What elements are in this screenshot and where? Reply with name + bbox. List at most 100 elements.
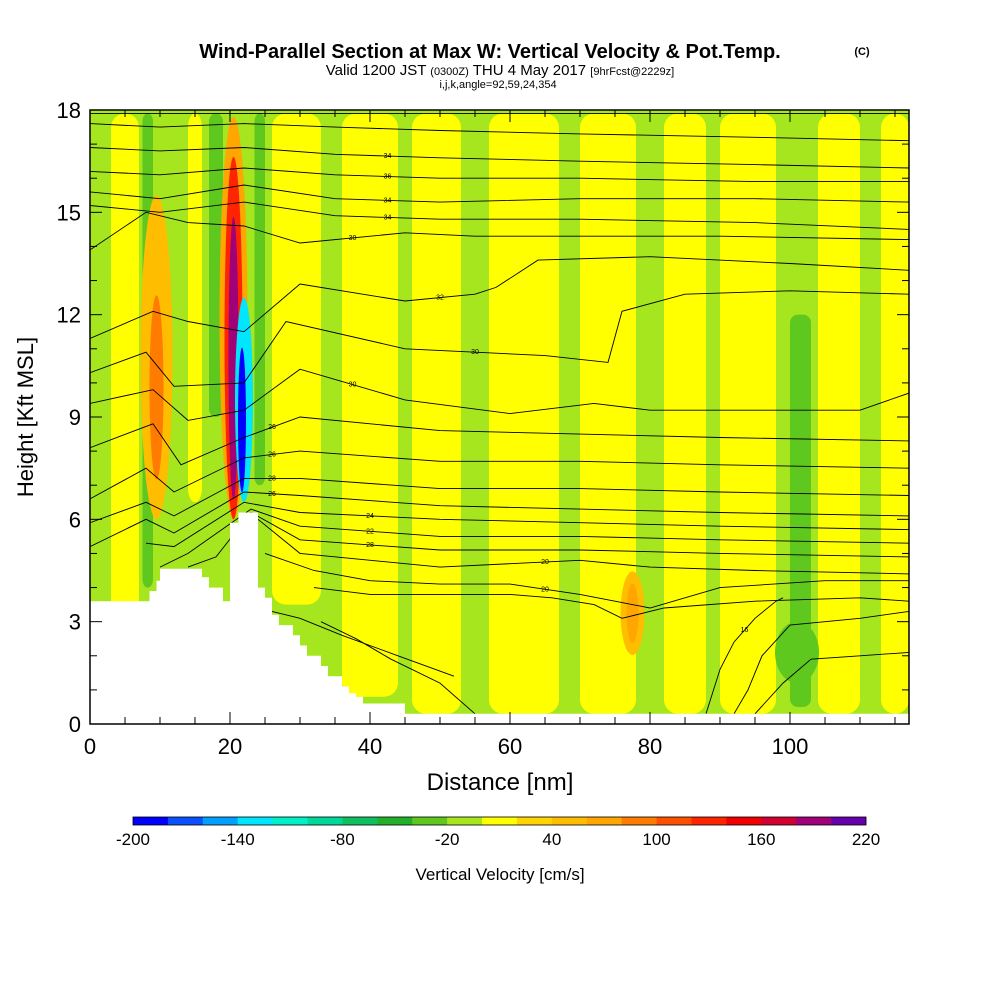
weak-updraft-band bbox=[580, 113, 636, 714]
weak-downdraft-band bbox=[790, 314, 811, 707]
contour-label: 26 bbox=[268, 424, 276, 431]
weak-downdraft-band bbox=[254, 113, 265, 486]
contour-label: 34 bbox=[384, 197, 392, 204]
contour-line bbox=[313, 587, 909, 619]
contour-label: 36 bbox=[384, 174, 392, 181]
colorbar-swatch bbox=[307, 817, 343, 825]
colorbar-swatch bbox=[342, 817, 378, 825]
downdraft-patch bbox=[775, 621, 819, 684]
valid-time-label: Valid 1200 JST bbox=[326, 62, 426, 79]
weak-updraft-band bbox=[720, 113, 776, 714]
terrain-mask bbox=[90, 512, 909, 724]
weak-updraft-band bbox=[881, 113, 909, 714]
contour-line bbox=[90, 256, 909, 339]
colorbar-swatch bbox=[133, 817, 169, 825]
colorbar: -200 -140 -80 -20 40 100 160 220 bbox=[116, 816, 880, 849]
colorbar-swatch bbox=[656, 817, 692, 825]
colorbar-swatch bbox=[516, 817, 553, 825]
contour-line bbox=[705, 597, 784, 714]
chart-subtitle: Valid 1200 JST (0300Z) THU 4 May 2017 [9… bbox=[326, 62, 674, 79]
contour-line bbox=[90, 123, 909, 142]
weak-updraft-band bbox=[412, 113, 461, 714]
colorbar-swatch bbox=[621, 817, 657, 825]
colorbar-swatch bbox=[167, 817, 204, 825]
contour-line bbox=[90, 477, 909, 524]
y-tick-label: 18 bbox=[57, 98, 81, 123]
colorbar-tick-label: -140 bbox=[221, 830, 255, 849]
y-tick-label: 15 bbox=[57, 200, 81, 225]
weak-updraft-band bbox=[111, 113, 139, 718]
colorbar-tick-label: 40 bbox=[542, 830, 561, 849]
contour-label: 32 bbox=[436, 295, 444, 302]
x-tick-label: 60 bbox=[498, 734, 522, 759]
contour-label: 22 bbox=[366, 528, 374, 535]
colorbar-tick-label: 160 bbox=[747, 830, 775, 849]
y-axis-title: Height [Kft MSL] bbox=[13, 337, 38, 497]
colorbar-swatch bbox=[551, 817, 588, 825]
contour-label: 26 bbox=[268, 491, 276, 498]
weak-updraft-band bbox=[188, 113, 202, 503]
x-tick-label: 40 bbox=[358, 734, 382, 759]
colorbar-tick-label: 100 bbox=[642, 830, 670, 849]
contour-label: 28 bbox=[268, 475, 276, 482]
weak-updraft-band bbox=[272, 113, 321, 605]
plot-area: 34 36 34 34 30 32 30 30 26 26 28 26 24 22 28 20 20 16 bbox=[90, 110, 909, 724]
colorbar-swatch bbox=[761, 817, 797, 825]
x-tick-label: 100 bbox=[772, 734, 809, 759]
contour-line bbox=[90, 201, 909, 230]
x-tick-label: 80 bbox=[638, 734, 662, 759]
colorbar-tick-label: 220 bbox=[852, 830, 880, 849]
contour-line bbox=[145, 501, 909, 548]
colorbar-swatch bbox=[202, 817, 239, 825]
contour-line bbox=[90, 167, 909, 183]
contour-line bbox=[257, 518, 909, 575]
valid-date-label: THU 4 May 2017 bbox=[473, 62, 586, 79]
colorbar-tick-label: -20 bbox=[435, 830, 460, 849]
y-tick-label: 0 bbox=[69, 712, 81, 737]
lee-core bbox=[626, 583, 639, 643]
contour-label: 28 bbox=[366, 542, 374, 549]
contour-line bbox=[90, 184, 909, 203]
contour-label: 30 bbox=[349, 382, 357, 389]
colorbar-swatch bbox=[377, 817, 413, 825]
colorbar-swatch bbox=[482, 817, 518, 825]
contour-label: 24 bbox=[366, 513, 374, 520]
contour-label: 34 bbox=[384, 153, 392, 160]
grid-indices-label: i,j,k,angle=92,59,24,354 bbox=[439, 79, 556, 91]
colorbar-swatch bbox=[726, 817, 762, 825]
contour-line bbox=[187, 511, 909, 568]
colorbar-swatch bbox=[796, 817, 832, 825]
colorbar-swatch bbox=[237, 817, 273, 825]
contour-line bbox=[733, 610, 909, 715]
y-tick-label: 3 bbox=[69, 610, 81, 635]
contour-label: 16 bbox=[741, 627, 749, 634]
utc-time-label: (0300Z) bbox=[430, 66, 469, 78]
contour-line bbox=[90, 290, 909, 387]
contour-line bbox=[90, 416, 909, 466]
contour-line bbox=[90, 450, 909, 500]
colorbar-tick-label: -80 bbox=[330, 830, 355, 849]
forecast-label: [9hrFcst@2229z] bbox=[590, 66, 674, 78]
colorbar-swatch bbox=[412, 817, 448, 825]
colorbar-swatch bbox=[691, 817, 727, 825]
contour-label: 30 bbox=[471, 349, 479, 356]
colorbar-swatch bbox=[272, 817, 308, 825]
x-axis-title: Distance [nm] bbox=[427, 769, 574, 796]
contour-label: 20 bbox=[541, 559, 549, 566]
downdraft-core bbox=[238, 347, 246, 493]
contour-line bbox=[754, 651, 909, 715]
weak-updraft-band bbox=[818, 113, 860, 714]
weak-updraft-band bbox=[489, 113, 559, 714]
weak-updraft-band bbox=[342, 113, 398, 697]
x-tick-label: 0 bbox=[84, 734, 96, 759]
colorbar-frame bbox=[132, 816, 867, 826]
x-tick-label: 20 bbox=[218, 734, 242, 759]
upslope-core bbox=[149, 295, 164, 480]
contour-label: 34 bbox=[384, 214, 392, 221]
contour-line bbox=[90, 368, 909, 421]
colorbar-tick-label: -200 bbox=[116, 830, 150, 849]
contour-line bbox=[90, 147, 909, 169]
colorbar-title: Vertical Velocity [cm/s] bbox=[415, 865, 584, 884]
